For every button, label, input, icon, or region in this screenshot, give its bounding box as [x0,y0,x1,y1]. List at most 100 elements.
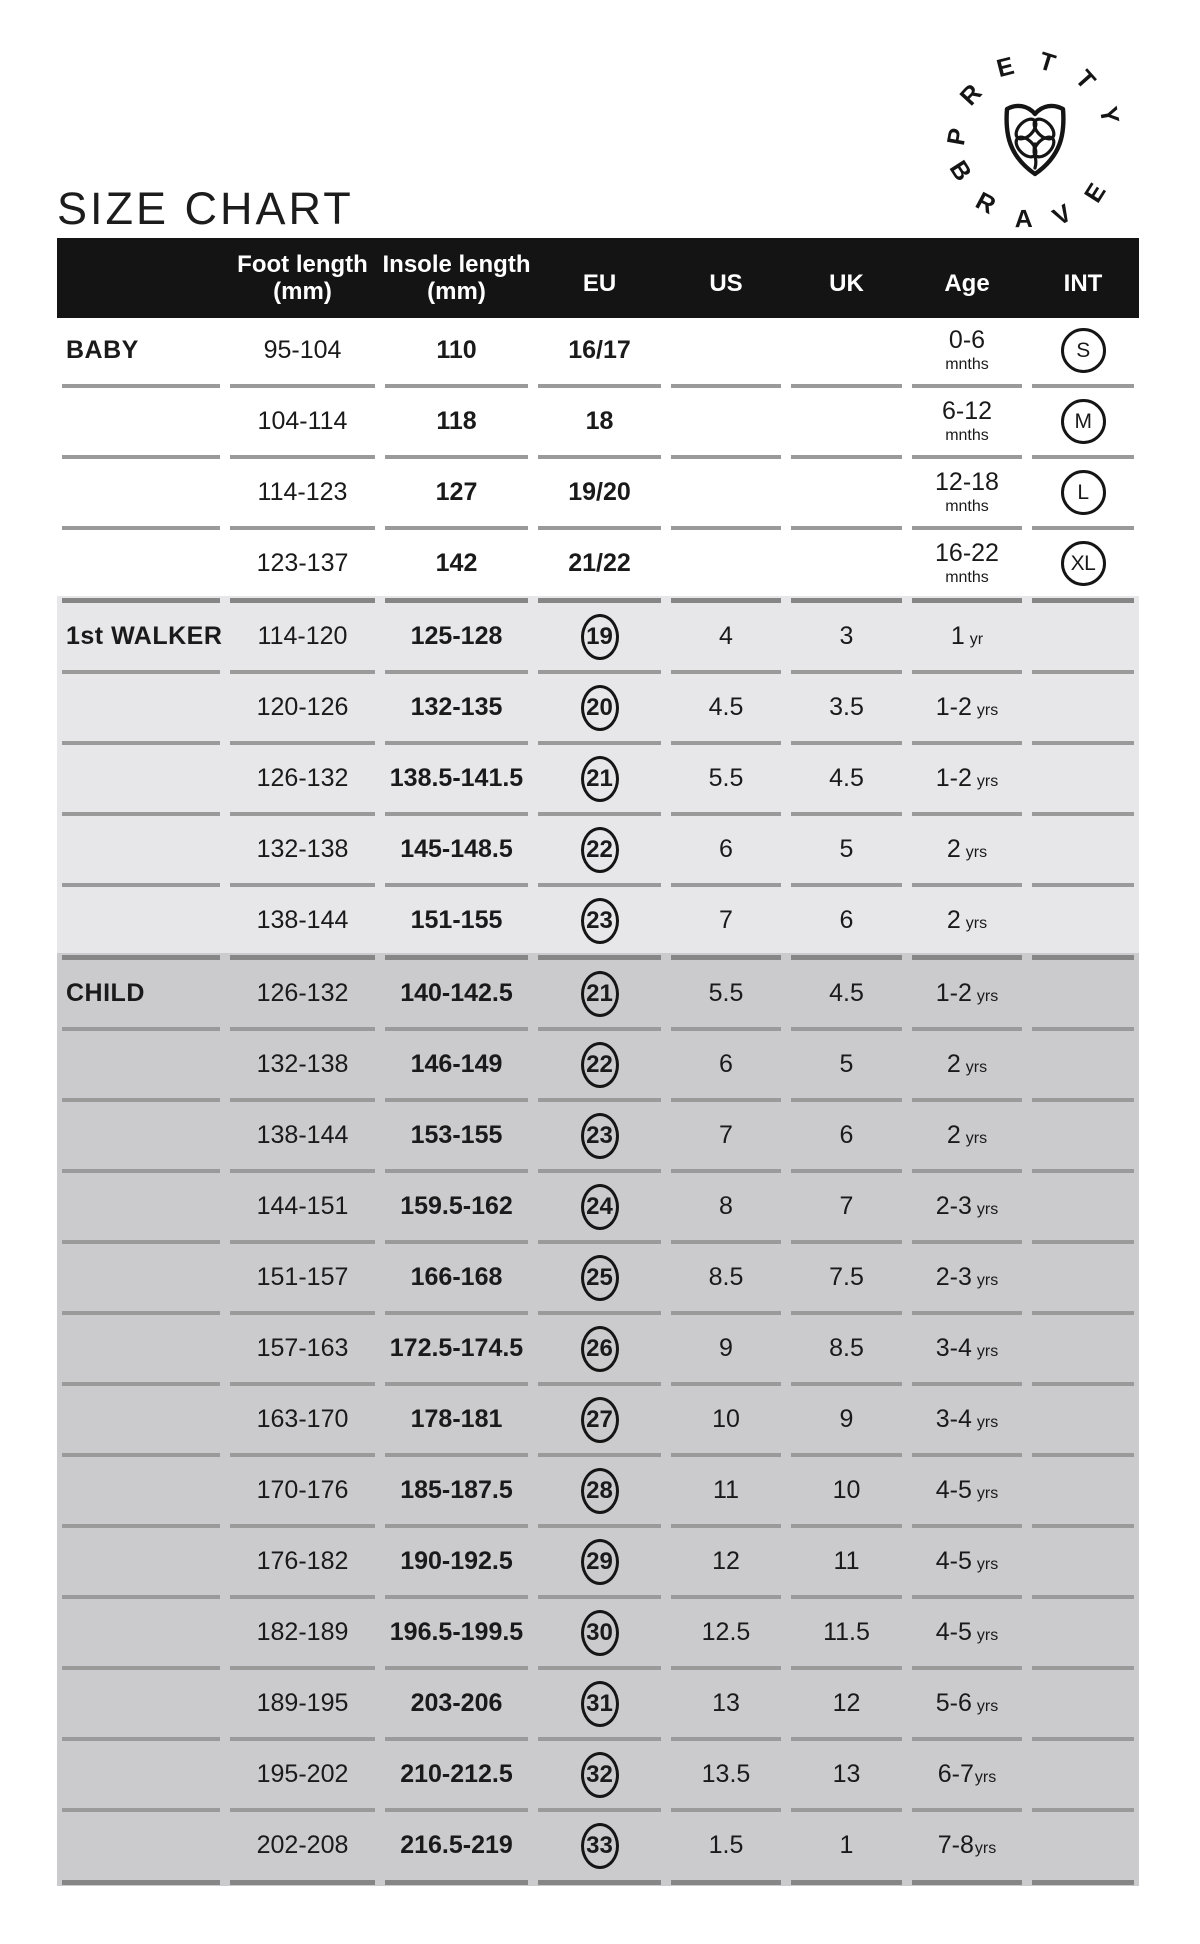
header-cell-uk: UK [829,269,864,297]
age-value: 6-7 [937,1760,974,1788]
age-value-group: 3-4 yrs [936,1334,998,1363]
us-size-value [666,460,786,525]
cell-int [1027,675,1139,740]
us-size-value: 12.5 [701,1618,751,1646]
divider-segment [1032,455,1134,459]
header-cell-int: INT [1063,269,1103,297]
cell-eu: 24 [533,1174,666,1239]
eu-size-badge: 28 [580,1467,619,1514]
divider-segment [385,1737,528,1741]
divider-segment [230,1524,375,1528]
cell-group [57,1600,225,1665]
cell-eu: 22 [533,1032,666,1097]
divider-segment [791,741,902,745]
age-value-group: 0-6 mnths [945,328,989,373]
cell-int: L [1027,460,1139,525]
row-divider [57,669,1139,675]
age-value: 4-5 [935,1476,972,1504]
divider-segment [230,1737,375,1741]
divider-segment [791,1666,902,1670]
divider-segment [671,1453,781,1457]
divider-segment [671,812,781,816]
cell-int [1027,604,1139,669]
age-value-group: 6-7 yrs [938,1760,996,1789]
table-row: 170-176 185-187.5 28 11 10 4-5 yrs [57,1458,1139,1523]
insole-length-value: 203-206 [410,1689,503,1717]
table-row: 126-132 138.5-141.5 21 5.5 4.5 1-2 yrs [57,746,1139,811]
divider-segment [538,1879,661,1885]
cell-eu: 33 [533,1813,666,1878]
uk-size-value: 13 [832,1760,861,1788]
divider-segment [230,883,375,887]
divider-segment [385,1879,528,1885]
eu-size-badge: 24 [580,1183,619,1230]
foot-length-value: 114-120 [257,622,348,650]
foot-length-value: 114-123 [257,478,348,506]
divider-segment [538,1808,661,1812]
age-value-group: 1-2 yrs [936,693,998,722]
cell-age: 7-8 yrs [907,1813,1027,1878]
row-divider [57,454,1139,460]
us-size-value: 7 [719,1121,733,1149]
age-value: 2 [946,906,961,934]
divider-segment [1032,812,1134,816]
row-divider [57,740,1139,746]
cell-age: 2-3 yrs [907,1245,1027,1310]
eu-size-badge: 26 [580,1325,619,1372]
uk-size-value: 12 [832,1689,861,1717]
age-value: 0-6 [948,326,986,354]
section-label: CHILD [66,979,145,1007]
divider-segment [538,741,661,745]
age-value-group: 2 yrs [947,1121,987,1150]
divider-segment [1032,526,1134,530]
section-label: BABY [66,336,139,364]
cell-age: 4-5 yrs [907,1529,1027,1594]
divider-segment [62,455,220,459]
divider-segment [230,526,375,530]
age-unit: yrs [965,844,988,861]
eu-size-badge: 19 [580,613,619,660]
divider-segment [791,670,902,674]
eu-size-badge: 31 [580,1680,619,1727]
age-value: 1-2 [935,764,972,792]
eu-size-badge: 30 [580,1609,619,1656]
eu-size-badge: 21 [580,970,619,1017]
foot-length-value: 182-189 [256,1618,349,1646]
age-unit: yrs [974,1769,997,1786]
divider-segment [385,954,528,960]
eu-size-badge: 16/17 [568,336,631,364]
divider-segment [791,1879,902,1885]
us-size-value: 11 [713,1476,739,1504]
foot-length-value: 120-126 [256,693,349,721]
int-size-badge: XL [1060,541,1106,586]
age-value-group: 2-3 yrs [936,1263,998,1292]
cell-age: 1-2 yrs [907,961,1027,1026]
divider-segment [62,1311,220,1315]
divider-segment [912,954,1022,960]
age-value-group: 1 yr [951,622,983,651]
row-divider [57,1523,1139,1529]
divider-segment [1032,1098,1134,1102]
divider-segment [62,1595,220,1599]
cell-int [1027,1458,1139,1523]
eu-size-badge: 21 [580,755,619,802]
row-divider [57,525,1139,531]
eu-size-badge: 22 [580,826,619,873]
age-unit: yrs [965,1130,988,1147]
divider-segment [230,1240,375,1244]
age-value-group: 2 yrs [947,906,987,935]
divider-segment [230,597,375,603]
divider-segment [671,1169,781,1173]
cell-group [57,1671,225,1736]
cell-age: 12-18 mnths [907,460,1027,525]
table-row: BABY 95-104 110 16/17 0-6 mnths S [57,318,1139,383]
divider-segment [671,883,781,887]
us-size-value: 4.5 [708,693,744,721]
uk-size-value: 5 [839,1050,854,1078]
age-value: 1-2 [935,693,972,721]
table-row: 1st WALKER 114-120 125-128 19 4 3 1 yr [57,604,1139,669]
row-divider [57,811,1139,817]
divider-segment [385,1027,528,1031]
divider-segment [62,954,220,960]
divider-segment [671,1595,781,1599]
